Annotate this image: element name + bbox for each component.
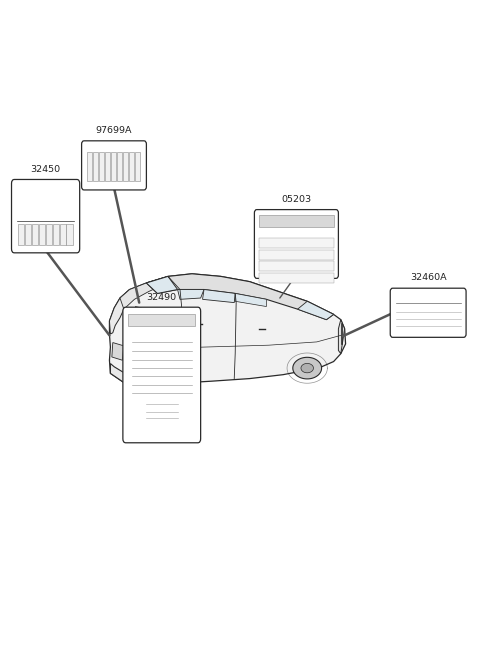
Bar [87,152,92,181]
Polygon shape [235,293,266,307]
Polygon shape [112,343,124,360]
FancyBboxPatch shape [12,179,80,253]
Polygon shape [145,377,157,386]
FancyBboxPatch shape [254,210,338,278]
Bar [60,224,66,245]
Polygon shape [293,358,322,379]
Bar [66,224,72,245]
Polygon shape [203,290,235,303]
Bar [32,224,38,245]
FancyBboxPatch shape [390,288,466,337]
Bar [129,152,134,181]
Polygon shape [120,276,168,309]
Bar [25,224,31,245]
FancyBboxPatch shape [82,141,146,190]
Bar [105,152,110,181]
Polygon shape [109,290,130,334]
Bar [111,152,116,181]
Polygon shape [110,364,166,388]
Bar [259,250,334,260]
Text: 05203: 05203 [281,195,312,204]
Bar [93,152,98,181]
Polygon shape [298,301,334,320]
FancyBboxPatch shape [123,307,201,443]
Bar [53,224,59,245]
Polygon shape [138,371,165,391]
Bar [128,314,195,326]
Text: 32460A: 32460A [410,273,446,282]
Polygon shape [178,290,204,299]
Bar [259,261,334,271]
Polygon shape [124,367,148,380]
Bar [259,272,334,283]
Bar [259,238,334,248]
Polygon shape [338,320,345,354]
Bar [18,224,24,245]
Text: 32490: 32490 [147,293,177,302]
Text: 32450: 32450 [31,165,60,174]
Polygon shape [135,307,142,313]
Bar [259,215,334,227]
Polygon shape [109,274,346,388]
Polygon shape [146,276,178,293]
Bar [135,152,140,181]
Text: 97699A: 97699A [96,126,132,135]
Polygon shape [146,274,334,320]
Bar [117,152,122,181]
Polygon shape [301,364,313,373]
Bar [123,152,128,181]
Bar [46,224,52,245]
Bar [38,224,45,245]
Bar [99,152,104,181]
